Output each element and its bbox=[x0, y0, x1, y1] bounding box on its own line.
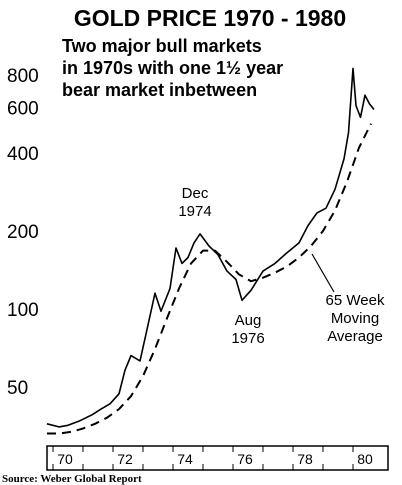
annotation-dec-1974-line-2: 1974 bbox=[178, 203, 211, 220]
chart-subtitle-line-3: bear market inbetween bbox=[62, 80, 257, 100]
x-tick-label: 72 bbox=[117, 451, 133, 467]
chart-subtitle-line-2: in 1970s with one 1½ year bbox=[62, 58, 283, 78]
x-tick-label: 74 bbox=[177, 451, 193, 467]
moving-average-line bbox=[47, 123, 372, 435]
y-tick-label: 200 bbox=[7, 222, 39, 243]
annotation-ma-line-3: Average bbox=[327, 328, 383, 345]
x-tick-label: 76 bbox=[237, 451, 253, 467]
annotation-ma-line-1: 65 Week bbox=[326, 292, 385, 309]
x-tick-label: 78 bbox=[297, 451, 313, 467]
series-layer bbox=[46, 67, 375, 435]
y-tick-label: 800 bbox=[7, 66, 39, 87]
y-tick-label: 600 bbox=[7, 99, 39, 120]
source-note: Source: Weber Global Report bbox=[2, 473, 142, 485]
x-tick-label: 70 bbox=[57, 451, 73, 467]
x-axis-box bbox=[46, 445, 389, 471]
chart-subtitle-line-1: Two major bull markets bbox=[62, 36, 262, 56]
y-tick-label: 50 bbox=[7, 378, 28, 399]
chart-title: GOLD PRICE 1970 - 1980 bbox=[74, 5, 346, 31]
x-tick-label: 80 bbox=[357, 451, 373, 467]
annotation-dec-1974-line-1: Dec bbox=[182, 185, 209, 202]
annotation-ma-pointer bbox=[311, 253, 335, 293]
y-tick-label: 400 bbox=[7, 144, 39, 165]
x-axis: 70 72 74 76 78 80 bbox=[46, 445, 389, 471]
gold-price-line bbox=[46, 67, 375, 428]
annotation-aug-1976-line-2: 1976 bbox=[231, 330, 264, 347]
y-axis-labels: 50 100 200 400 600 800 bbox=[7, 66, 39, 399]
annotation-aug-1976-line-1: Aug bbox=[235, 312, 262, 329]
annotation-ma-line-2: Moving bbox=[331, 310, 379, 327]
y-tick-label: 100 bbox=[7, 300, 39, 321]
